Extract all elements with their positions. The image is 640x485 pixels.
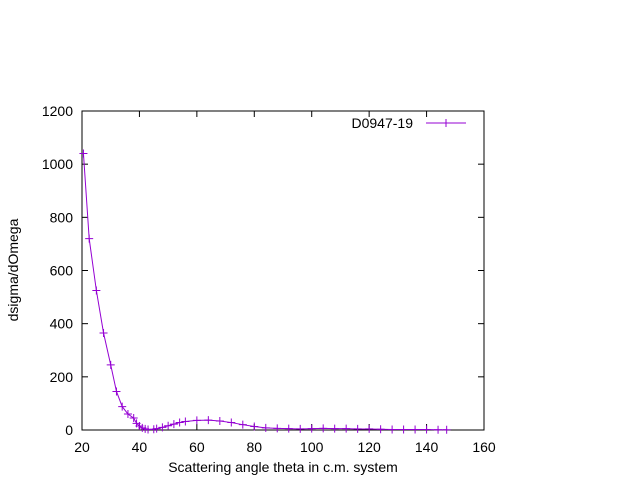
series-layer: [79, 149, 451, 434]
data-point-marker: [319, 424, 328, 433]
x-tick-label: 160: [472, 439, 496, 455]
y-axis-ticks: 0 200 400 600 800 1000 1200: [42, 103, 484, 438]
data-point-marker: [158, 423, 167, 432]
data-point-marker: [261, 423, 270, 432]
data-point-marker: [399, 425, 408, 434]
data-point-marker: [296, 424, 305, 433]
data-point-marker: [307, 424, 316, 433]
data-point-marker: [284, 424, 293, 433]
data-point-marker: [273, 424, 282, 433]
data-point-marker: [79, 149, 88, 158]
data-point-marker: [118, 402, 127, 411]
data-point-marker: [123, 410, 132, 419]
legend-marker: [442, 119, 450, 127]
data-point-marker: [164, 421, 173, 430]
y-tick-label: 400: [50, 316, 74, 332]
data-point-marker: [192, 416, 201, 425]
x-tick-label: 20: [74, 439, 90, 455]
data-point-marker: [99, 328, 108, 337]
data-point-marker: [388, 425, 397, 434]
data-point-marker: [330, 424, 339, 433]
y-axis-label: dsigma/dOmega: [5, 218, 21, 321]
data-point-marker: [112, 387, 121, 396]
x-tick-label: 60: [189, 439, 205, 455]
legend: D0947-19: [352, 115, 466, 131]
data-point-marker: [215, 416, 224, 425]
y-tick-label: 0: [65, 422, 73, 438]
x-tick-label: 120: [357, 439, 381, 455]
data-point-marker: [342, 424, 351, 433]
y-tick-label: 1000: [42, 156, 73, 172]
x-axis-ticks: 20 40 60 80 100 120 140 160: [74, 111, 496, 455]
y-tick-label: 600: [50, 263, 74, 279]
data-point-marker: [204, 416, 213, 425]
x-tick-label: 100: [300, 439, 324, 455]
data-point-marker: [365, 424, 374, 433]
data-point-marker: [238, 420, 247, 429]
data-point-marker: [181, 417, 190, 426]
legend-plus-marker: [442, 119, 450, 127]
data-point-marker: [85, 234, 94, 243]
data-point-marker: [152, 424, 161, 433]
data-point-marker: [92, 286, 101, 295]
data-point-marker: [376, 425, 385, 434]
series-line: [82, 153, 447, 431]
x-axis-label: Scattering angle theta in c.m. system: [168, 459, 398, 475]
x-tick-label: 80: [246, 439, 262, 455]
data-point-marker: [353, 424, 362, 433]
data-point-marker: [250, 422, 259, 431]
data-point-marker: [227, 418, 236, 427]
data-point-marker: [434, 425, 443, 434]
data-point-marker: [442, 425, 451, 434]
x-tick-label: 40: [132, 439, 148, 455]
y-tick-label: 1200: [42, 103, 73, 119]
data-point-marker: [422, 425, 431, 434]
data-point-marker: [411, 425, 420, 434]
x-tick-label: 140: [415, 439, 439, 455]
y-tick-label: 200: [50, 369, 74, 385]
data-point-marker: [169, 420, 178, 429]
plot-frame: [81, 110, 485, 431]
data-point-marker: [106, 360, 115, 369]
data-point-marker: [129, 414, 138, 423]
y-tick-label: 800: [50, 209, 74, 225]
data-point-marker: [175, 418, 184, 427]
legend-label: D0947-19: [352, 115, 414, 131]
